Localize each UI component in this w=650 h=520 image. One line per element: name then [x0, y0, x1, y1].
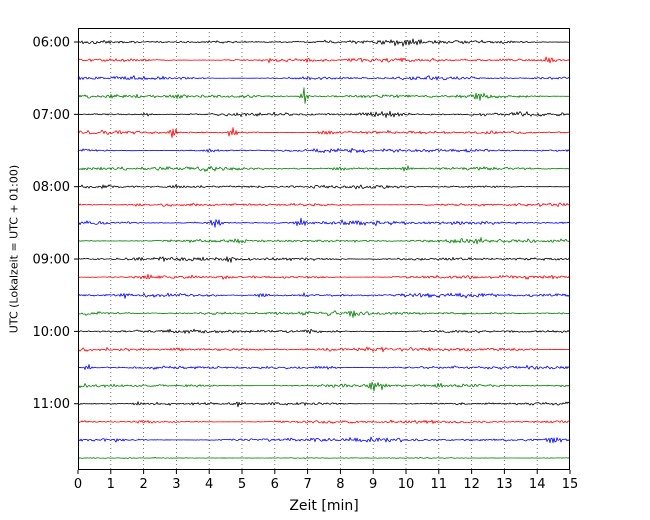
y-tick-label: 09:00 — [33, 253, 70, 268]
seismogram-trace-row-6 — [77, 147, 571, 154]
seismogram-trace-08:00 — [77, 184, 571, 190]
y-axis-label: UTC (Lokalzeit = UTC + 01:00) — [7, 164, 21, 334]
x-tick-label: 10 — [398, 477, 415, 492]
x-tick-label: 13 — [496, 477, 513, 492]
seismogram-trace-row-5 — [77, 127, 571, 139]
seismogram-trace-07:00 — [77, 110, 571, 118]
seismogram-trace-11:00 — [77, 401, 571, 408]
seismogram-trace-row-2 — [77, 75, 571, 81]
seismogram-trace-row-1 — [77, 56, 571, 64]
seismogram-trace-row-17 — [77, 346, 571, 353]
x-tick-label: 8 — [336, 477, 344, 492]
seismogram-trace-row-18 — [77, 364, 571, 370]
x-tick-label: 7 — [303, 477, 311, 492]
x-tick-label: 3 — [172, 477, 180, 492]
y-tick-label: 07:00 — [33, 108, 70, 123]
seismogram-trace-row-11 — [77, 237, 571, 245]
x-tick-label: 4 — [205, 477, 213, 492]
y-tick-label: 10:00 — [33, 325, 70, 340]
seismogram-trace-06:00 — [77, 38, 571, 47]
x-tick-label: 9 — [369, 477, 377, 492]
plot-frame — [78, 28, 570, 470]
seismogram-trace-row-3 — [77, 87, 571, 104]
seismogram-trace-row-23 — [77, 456, 571, 459]
seismogram-trace-row-19 — [77, 381, 571, 392]
seismogram-trace-row-22 — [77, 436, 571, 444]
x-tick-label: 1 — [107, 477, 115, 492]
x-tick-label: 6 — [271, 477, 279, 492]
x-tick-label: 5 — [238, 477, 246, 492]
x-tick-label: 15 — [562, 477, 579, 492]
seismogram-trace-row-15 — [77, 310, 571, 318]
seismogram-trace-row-9 — [77, 202, 571, 207]
x-axis-label: Zeit [min] — [289, 498, 359, 514]
seismogram-trace-09:00 — [77, 256, 571, 263]
seismogram-trace-row-21 — [77, 419, 571, 424]
seismogram-trace-row-7 — [77, 165, 571, 172]
x-tick-label: 2 — [139, 477, 147, 492]
seismogram-trace-row-13 — [77, 273, 571, 280]
y-tick-label: 06:00 — [33, 36, 70, 51]
y-tick-label: 11:00 — [33, 397, 70, 412]
seismogram-trace-row-10 — [77, 217, 571, 228]
x-tick-label: 0 — [74, 477, 82, 492]
x-tick-label: 12 — [463, 477, 480, 492]
y-tick-label: 08:00 — [33, 180, 70, 195]
x-tick-label: 14 — [529, 477, 546, 492]
seismogram-trace-row-14 — [77, 292, 571, 299]
seismogram-trace-10:00 — [77, 328, 571, 334]
x-tick-label: 11 — [431, 477, 448, 492]
